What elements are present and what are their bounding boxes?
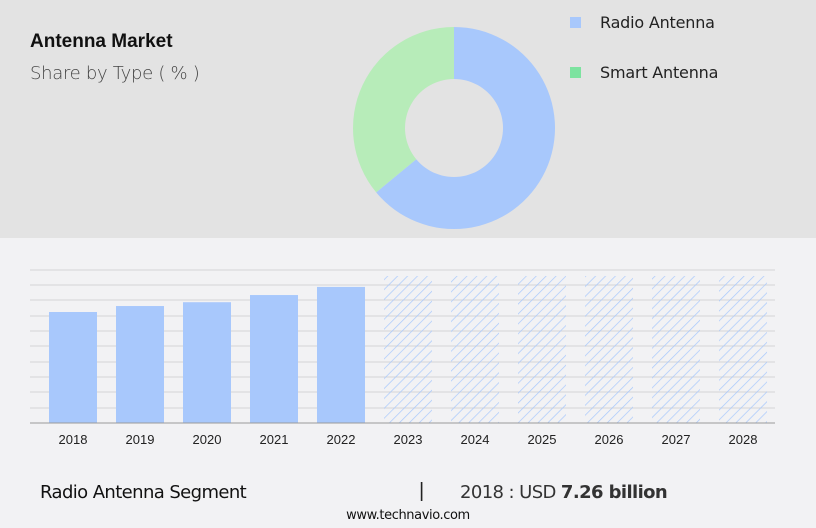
bar-2024[interactable] — [451, 276, 499, 423]
bar-2025[interactable] — [518, 276, 566, 423]
x-tick-label: 2024 — [460, 432, 490, 447]
legend-label: Radio Antenna — [600, 13, 715, 32]
segment-value: 2018 : USD 7.26 billion — [460, 482, 668, 503]
legend-item-smart-antenna[interactable]: Smart Antenna — [570, 63, 718, 82]
x-tick-label: 2025 — [527, 432, 557, 447]
chart-title: Antenna Market — [30, 31, 173, 52]
bar-2018[interactable] — [49, 312, 97, 423]
donut-slice-radio-antenna[interactable] — [376, 27, 555, 229]
donut-slice-smart-antenna[interactable] — [353, 27, 454, 193]
bar-2026[interactable] — [585, 276, 633, 423]
x-tick-label: 2022 — [326, 432, 356, 447]
bar-2023[interactable] — [384, 276, 432, 423]
value-amount: 7.26 billion — [560, 482, 668, 503]
legend-swatch-radio — [570, 17, 581, 28]
bars — [49, 276, 767, 423]
x-tick-label: 2026 — [594, 432, 624, 447]
x-tick-label: 2021 — [259, 432, 289, 447]
segment-label: Radio Antenna Segment — [40, 482, 247, 503]
legend-label: Smart Antenna — [600, 63, 719, 82]
value-prefix: 2018 : USD — [460, 482, 556, 503]
bar-2022[interactable] — [317, 286, 365, 423]
x-tick-label: 2018 — [58, 432, 88, 447]
bar-2028[interactable] — [719, 276, 767, 423]
bar-2020[interactable] — [183, 302, 231, 423]
donut-chart — [353, 27, 555, 229]
x-tick-label: 2019 — [125, 432, 155, 447]
x-tick-label: 2027 — [661, 432, 691, 447]
x-tick-label: 2020 — [192, 432, 222, 447]
bar-chart — [30, 269, 775, 424]
bar-2021[interactable] — [250, 295, 298, 423]
chart-subtitle: Share by Type ( % ) — [30, 63, 200, 84]
x-tick-label: 2023 — [393, 432, 423, 447]
legend-swatch-smart — [570, 67, 581, 78]
separator: | — [419, 480, 425, 502]
website-link[interactable]: www.technavio.com — [346, 508, 470, 523]
x-tick-label: 2028 — [728, 432, 758, 447]
bar-2019[interactable] — [116, 306, 164, 423]
bar-2027[interactable] — [652, 276, 700, 423]
legend-item-radio-antenna[interactable]: Radio Antenna — [570, 13, 715, 32]
